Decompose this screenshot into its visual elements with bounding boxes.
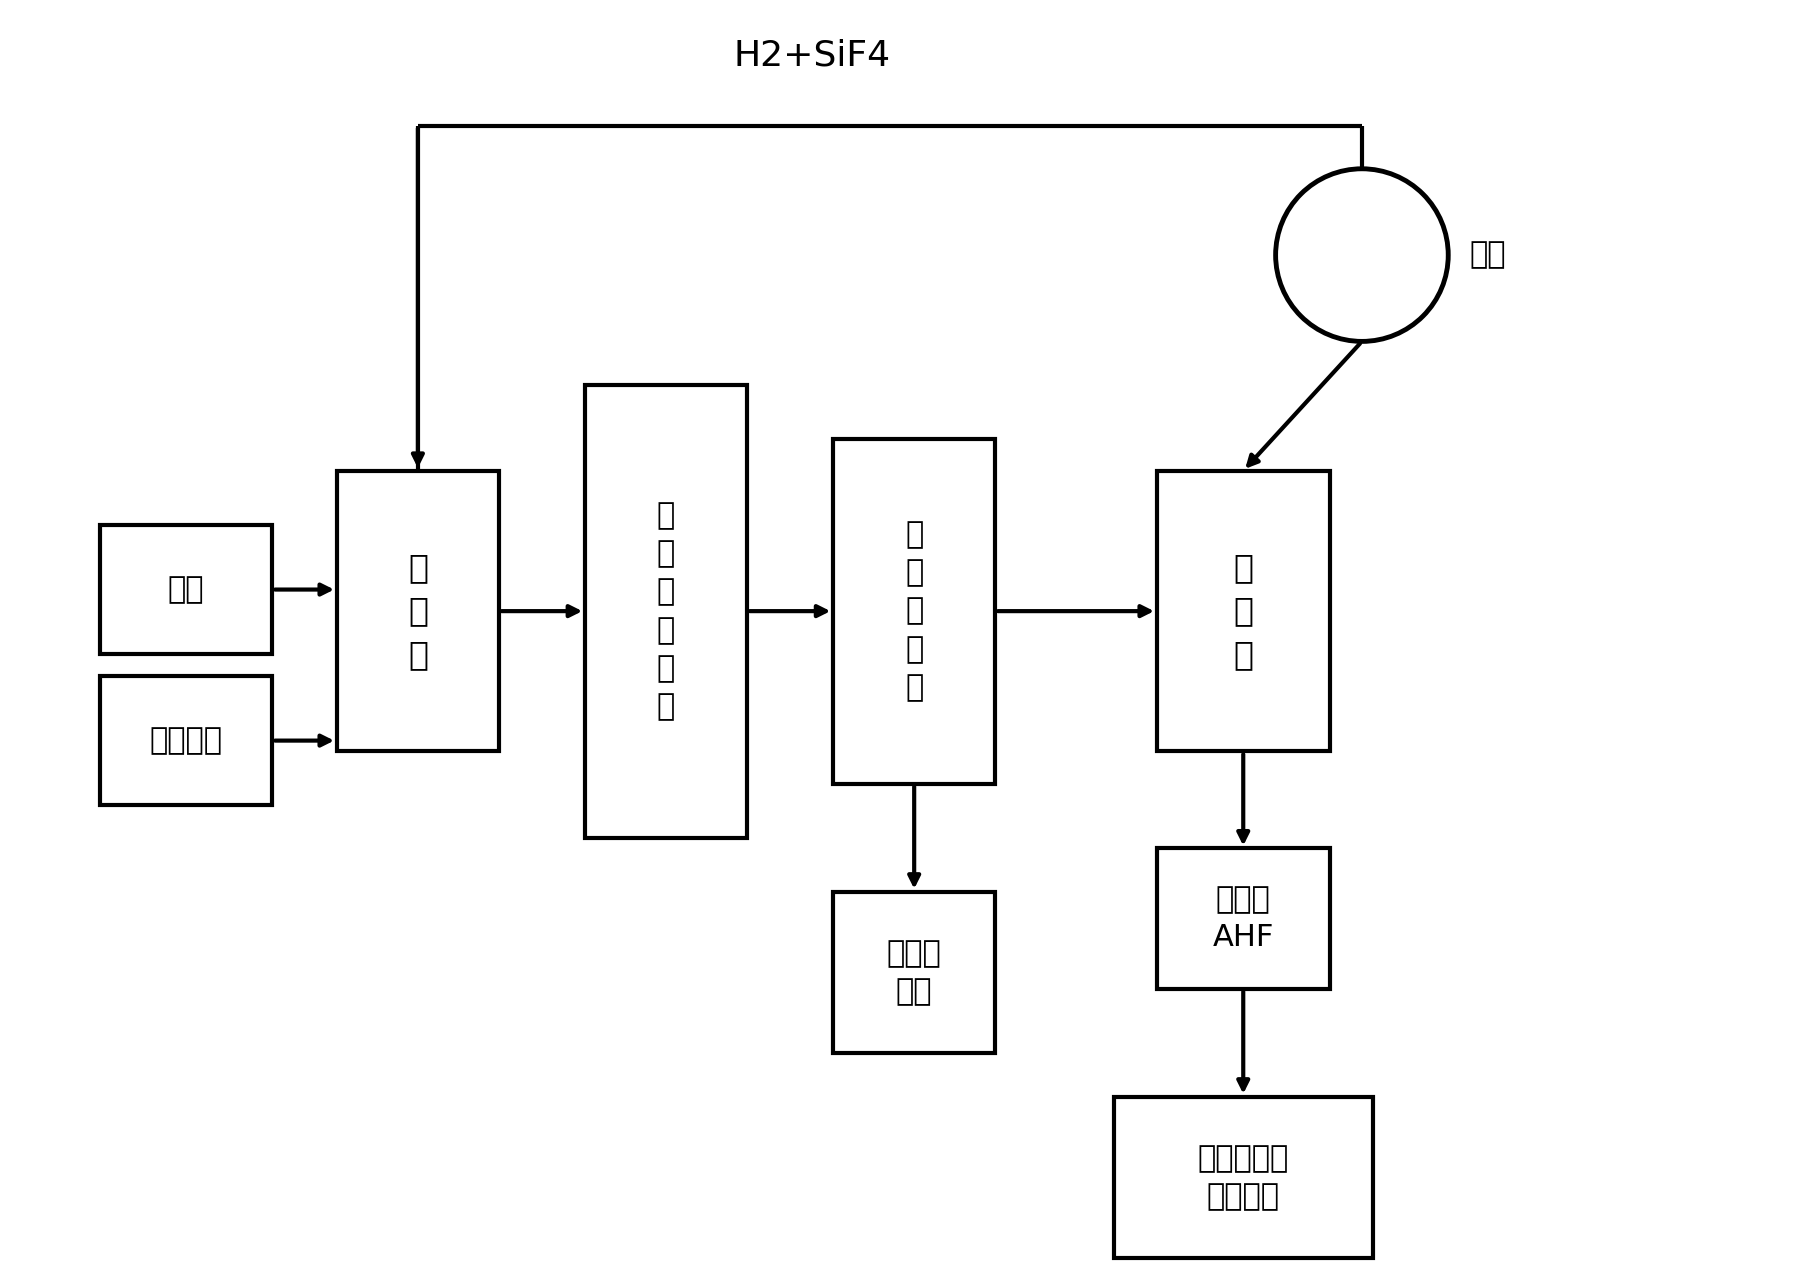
Bar bbox=[99, 525, 273, 654]
Bar bbox=[833, 439, 995, 784]
Bar bbox=[99, 676, 273, 806]
Text: 氟化氢
AHF: 氟化氢 AHF bbox=[1212, 885, 1273, 952]
Text: 多晶硯
产品: 多晶硯 产品 bbox=[887, 940, 941, 1006]
Text: 等
离
子
反
应
器: 等 离 子 反 应 器 bbox=[657, 501, 675, 721]
Text: 混
合
器: 混 合 器 bbox=[408, 551, 427, 671]
Text: 气
固
分
离
器: 气 固 分 离 器 bbox=[905, 520, 923, 701]
Text: 氢气: 氢气 bbox=[167, 575, 205, 604]
Bar bbox=[833, 892, 995, 1054]
Bar bbox=[585, 385, 747, 838]
Text: 气泵: 气泵 bbox=[1469, 241, 1507, 269]
Bar bbox=[338, 471, 499, 752]
Text: H2+SiF4: H2+SiF4 bbox=[733, 39, 891, 72]
Bar bbox=[1114, 1097, 1372, 1259]
Bar bbox=[1157, 471, 1329, 752]
Text: 冷
凝
器: 冷 凝 器 bbox=[1234, 551, 1254, 671]
Text: 去四氟化硯
生产装置: 去四氟化硯 生产装置 bbox=[1198, 1144, 1290, 1211]
Bar bbox=[1157, 848, 1329, 988]
Text: 四氟化硯: 四氟化硯 bbox=[149, 726, 223, 755]
